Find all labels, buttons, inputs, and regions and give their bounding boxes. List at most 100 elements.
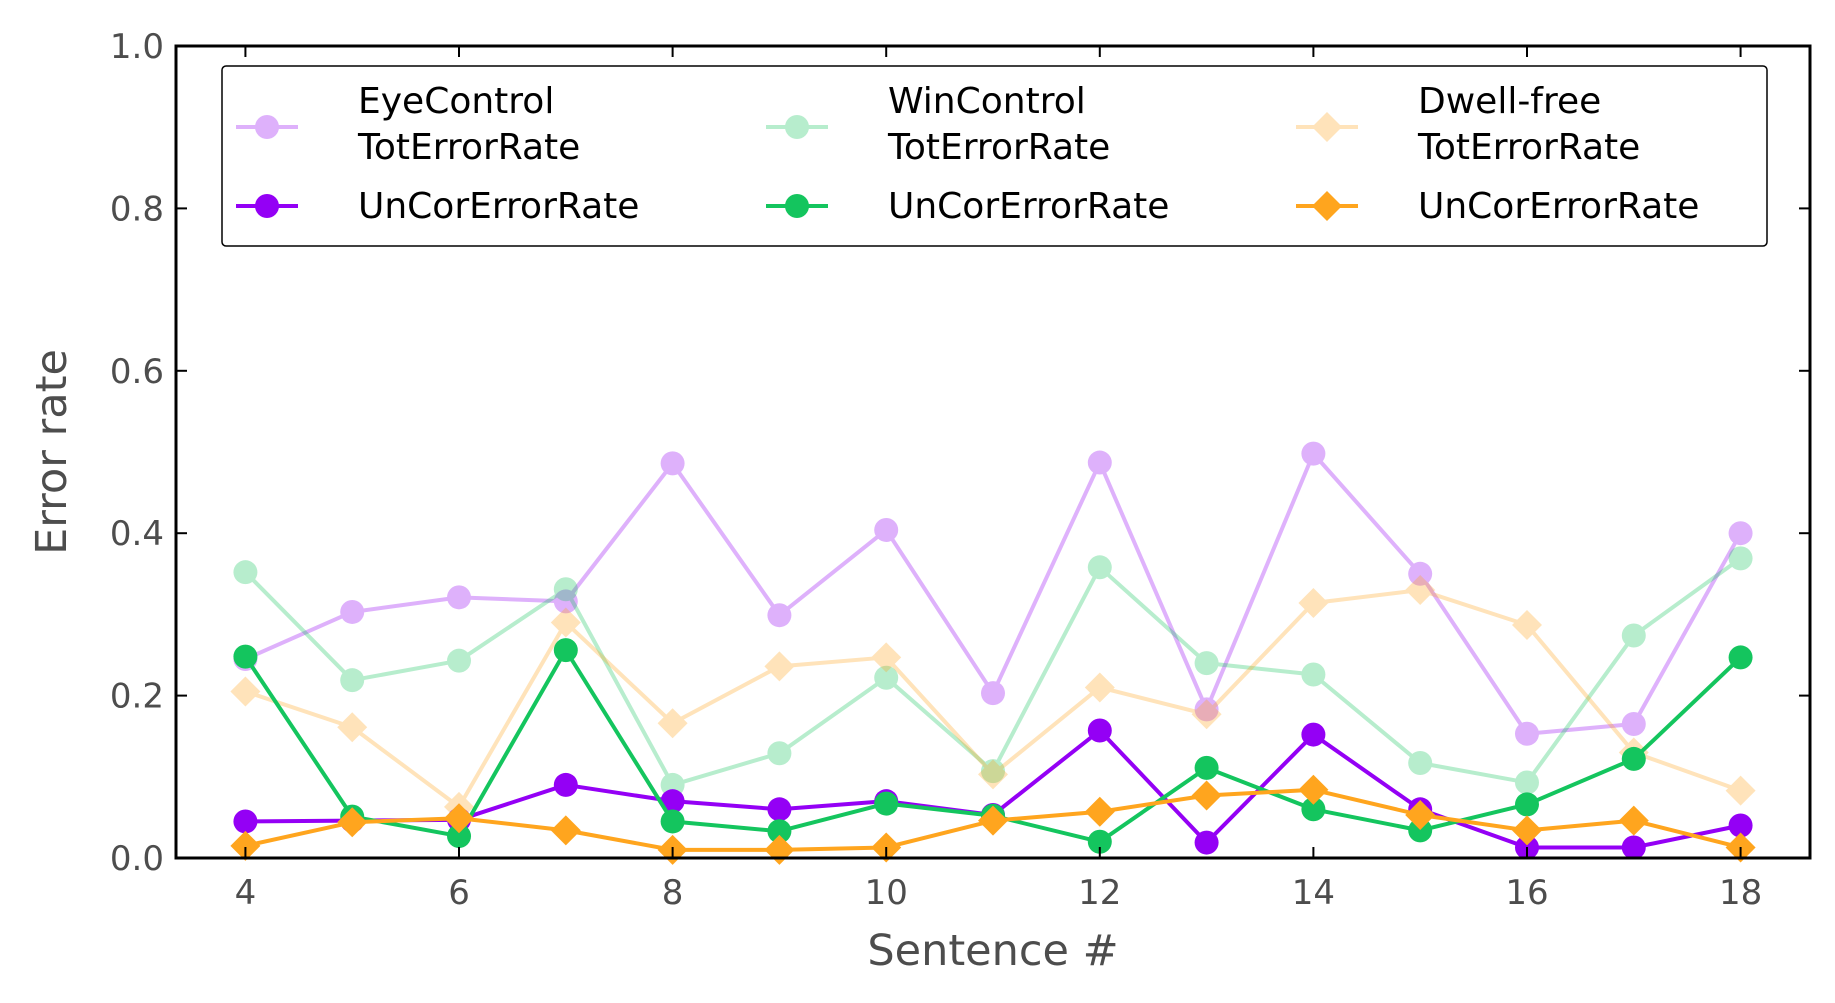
data-point bbox=[1511, 815, 1542, 846]
x-tick-label: 18 bbox=[1719, 873, 1762, 913]
data-point bbox=[553, 638, 578, 663]
data-point bbox=[550, 815, 581, 846]
data-point bbox=[874, 517, 899, 542]
data-point bbox=[1728, 813, 1753, 838]
data-point bbox=[1408, 750, 1433, 775]
data-point bbox=[230, 830, 261, 861]
x-tick-label: 12 bbox=[1078, 873, 1121, 913]
tick-layer: 4 6 8 10 12 14 16 18 0.0 0.2 0.4 0.6 0.8 1.0 bbox=[110, 27, 1810, 913]
series-line bbox=[243, 556, 1742, 787]
plot-frame bbox=[174, 44, 1812, 860]
legend-swatch-uncor bbox=[766, 194, 828, 218]
legend-swatch-marker bbox=[785, 115, 809, 139]
data-point bbox=[874, 665, 899, 690]
data-point bbox=[871, 642, 902, 673]
data-point bbox=[1514, 792, 1539, 817]
x-tick-label: 4 bbox=[235, 873, 257, 913]
legend-box bbox=[221, 65, 1768, 247]
data-point bbox=[978, 759, 1008, 790]
legend-swatch-uncor bbox=[1296, 191, 1358, 221]
data-point bbox=[447, 824, 472, 849]
data-point bbox=[1728, 521, 1753, 546]
legend-swatch-marker bbox=[1312, 191, 1342, 221]
data-point bbox=[1298, 774, 1329, 805]
legend-entry-label: UnCorErrorRate bbox=[1418, 186, 1699, 227]
data-point bbox=[337, 712, 368, 743]
x-tick-label: 14 bbox=[1292, 873, 1335, 913]
data-point bbox=[1087, 718, 1112, 743]
x-tick-label: 6 bbox=[448, 873, 470, 913]
legend-entry-label: UnCorErrorRate bbox=[358, 186, 639, 227]
data-point bbox=[1194, 830, 1219, 855]
legend-entry-label: UnCorErrorRate bbox=[888, 186, 1169, 227]
data-point bbox=[767, 603, 792, 628]
data-point bbox=[447, 648, 472, 673]
legend-swatch-uncor bbox=[236, 194, 298, 218]
data-point bbox=[1087, 829, 1112, 854]
data-point bbox=[1087, 555, 1112, 580]
data-point bbox=[1511, 609, 1542, 640]
data-point bbox=[1621, 623, 1646, 648]
legend-swatch-marker bbox=[255, 194, 279, 218]
data-point bbox=[1514, 721, 1539, 746]
y-tick-label: 0.2 bbox=[110, 677, 164, 717]
data-point bbox=[660, 789, 685, 814]
series-line bbox=[244, 588, 1742, 809]
data-point bbox=[233, 644, 258, 669]
data-point bbox=[1301, 662, 1326, 687]
data-point bbox=[1405, 799, 1436, 830]
data-point bbox=[978, 805, 1008, 836]
data-point bbox=[444, 803, 475, 834]
legend-swatch-tot bbox=[766, 115, 828, 139]
data-point bbox=[233, 809, 258, 834]
legend-swatch-tot bbox=[1296, 112, 1358, 142]
data-point bbox=[1301, 797, 1326, 822]
data-point bbox=[553, 577, 578, 602]
series-eyecontrol-toterrorrate bbox=[233, 441, 1753, 746]
data-point bbox=[1084, 672, 1115, 703]
data-point bbox=[1728, 546, 1753, 571]
data-point bbox=[1725, 775, 1756, 806]
legend-group-label: EyeControl bbox=[358, 81, 554, 122]
data-point bbox=[657, 708, 688, 739]
data-point bbox=[660, 809, 685, 834]
data-point bbox=[340, 668, 365, 693]
data-point bbox=[1191, 780, 1222, 811]
data-point bbox=[337, 807, 368, 838]
x-tick-label: 16 bbox=[1505, 873, 1548, 913]
legend: EyeControl TotErrorRate UnCorErrorRate WinC… bbox=[221, 65, 1768, 247]
data-point bbox=[447, 585, 472, 610]
data-point bbox=[764, 834, 795, 865]
legend-swatch-marker bbox=[785, 194, 809, 218]
data-point bbox=[1298, 588, 1329, 619]
data-point bbox=[1408, 561, 1433, 586]
data-point bbox=[550, 607, 581, 638]
legend-swatch-tot bbox=[236, 115, 298, 139]
data-point bbox=[1191, 699, 1222, 730]
x-tick-label: 8 bbox=[662, 873, 684, 913]
data-point bbox=[1405, 575, 1436, 606]
data-point bbox=[981, 681, 1005, 706]
legend-swatch-marker bbox=[255, 115, 279, 139]
data-point bbox=[553, 589, 578, 614]
data-point bbox=[767, 741, 792, 766]
data-point bbox=[1618, 805, 1649, 836]
data-point bbox=[660, 451, 685, 476]
data-point bbox=[1621, 835, 1646, 860]
y-axis-label: Error rate bbox=[27, 349, 77, 555]
data-point bbox=[1194, 755, 1219, 780]
data-point bbox=[1621, 746, 1646, 771]
data-point bbox=[340, 599, 365, 624]
data-point bbox=[767, 819, 792, 844]
data-point bbox=[230, 676, 261, 707]
legend-entry-label: TotErrorRate bbox=[1417, 127, 1640, 168]
data-point bbox=[1728, 645, 1753, 670]
data-point bbox=[1408, 818, 1433, 843]
x-tick-label: 10 bbox=[865, 873, 908, 913]
data-point bbox=[1514, 770, 1539, 795]
data-point bbox=[1194, 651, 1219, 676]
series-layer bbox=[230, 441, 1756, 865]
data-point bbox=[553, 772, 578, 797]
data-point bbox=[1301, 722, 1326, 747]
